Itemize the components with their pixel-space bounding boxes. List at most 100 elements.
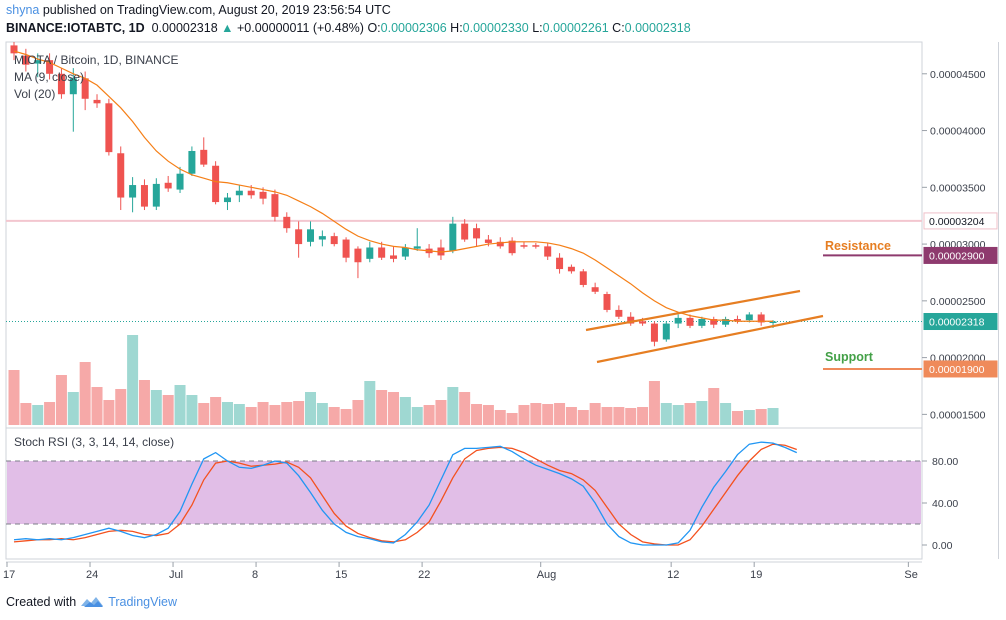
candle-body (413, 246, 421, 249)
candle-body (745, 314, 753, 321)
candle-body (615, 309, 623, 317)
candle-body (223, 197, 231, 203)
stoch-tick-label: 40.00 (932, 498, 958, 510)
candle-body (283, 216, 291, 229)
candle-body (235, 190, 243, 196)
volume-bar (44, 402, 56, 425)
stoch-band (7, 461, 921, 524)
price-tick-label: 0.00002500 (930, 296, 986, 308)
candle-body (674, 317, 682, 324)
candle-body (390, 255, 398, 259)
candle-body (378, 247, 386, 258)
time-tick-label: 22 (418, 569, 430, 581)
footer: Created with TradingView (6, 595, 177, 609)
candle-body (532, 245, 540, 247)
volume-bar (79, 362, 91, 425)
time-tick-label: 19 (750, 569, 762, 581)
volume-bar (660, 403, 672, 425)
volume-bar (601, 407, 613, 425)
time-tick-label: Se (904, 569, 917, 581)
candle-body (307, 229, 314, 242)
volume-bar (482, 405, 494, 425)
volume-bar (8, 370, 20, 425)
candle-body (46, 60, 54, 74)
candle-body (140, 185, 148, 207)
stoch-k-line (13, 441, 798, 546)
resistance-label: Resistance (825, 239, 891, 253)
volume-bar (32, 405, 44, 425)
candle-body (639, 321, 647, 324)
candle-body (650, 323, 658, 342)
volume-bar (554, 403, 566, 425)
price-badge (923, 313, 998, 331)
volume-bar (198, 403, 210, 425)
volume-bar (364, 381, 376, 425)
volume-bar (127, 335, 139, 425)
author-name[interactable]: shyna (6, 3, 40, 17)
candle-body (81, 78, 89, 99)
candle-body (733, 319, 741, 321)
candle-body (591, 287, 599, 292)
candle-body (318, 236, 326, 240)
volume-bar (767, 408, 779, 425)
price-tick-label: 0.00004500 (930, 69, 986, 81)
candle-body (567, 266, 575, 272)
price-badge-label: 0.00002900 (929, 250, 985, 262)
volume-bar (305, 392, 316, 425)
volume-bar (388, 392, 400, 425)
volume-bar (293, 401, 305, 425)
price-tick-label: 0.00004000 (930, 126, 986, 138)
volume-bar (221, 402, 233, 425)
volume-bar (138, 380, 150, 425)
volume-bar (162, 395, 174, 425)
candle-body (401, 247, 409, 257)
candle-body (105, 103, 113, 153)
support-label: Support (825, 350, 874, 364)
volume-bar (542, 404, 554, 425)
close-label: C: (612, 21, 625, 35)
volume-bar (20, 403, 32, 425)
channel-upper-line (585, 289, 801, 332)
volume-legend: Vol (20) (14, 87, 56, 101)
volume-bar (708, 388, 720, 425)
volume-bar (316, 403, 328, 425)
candle-body (579, 271, 587, 285)
high-value: 0.00002330 (462, 21, 529, 35)
price-badge-label: 0.00003204 (929, 216, 985, 228)
candle-body (57, 73, 65, 95)
volume-bar (530, 403, 542, 425)
candle-body (769, 321, 777, 324)
candle-body (259, 191, 267, 199)
time-tick-label: 17 (3, 569, 15, 581)
price-change: +0.00000011 (+0.48%) (237, 21, 364, 35)
candle-body (710, 319, 718, 325)
volume-bar (494, 410, 506, 425)
created-with-text: Created with (6, 595, 77, 609)
price-badge (923, 212, 998, 230)
time-tick-label: 15 (335, 569, 347, 581)
volume-bar (281, 402, 293, 425)
low-value: 0.00002261 (542, 21, 609, 35)
volume-bar (589, 403, 601, 425)
candle-body (544, 246, 552, 257)
candle-body (449, 223, 457, 251)
time-tick-label: 12 (667, 569, 679, 581)
volume-bar (245, 407, 257, 425)
volume-bar (186, 395, 198, 425)
right-border (998, 42, 999, 559)
price-tick-label: 0.00001500 (930, 409, 986, 421)
volume-bar (743, 410, 755, 425)
volume-bar (376, 390, 388, 425)
candle-body (698, 319, 706, 326)
close-value: 0.00002318 (624, 21, 691, 35)
volume-bar (648, 381, 660, 425)
candle-body (461, 223, 469, 240)
volume-bar (459, 392, 471, 425)
symbol-header: BINANCE:IOTABTC, 1D 0.00002318 ▲ +0.0000… (6, 21, 691, 35)
price-tick-label: 0.00003500 (930, 182, 986, 194)
volume-bar (67, 392, 79, 425)
tradingview-brand[interactable]: TradingView (108, 595, 177, 609)
candle-body (484, 239, 492, 243)
moving-average-line (13, 50, 774, 322)
